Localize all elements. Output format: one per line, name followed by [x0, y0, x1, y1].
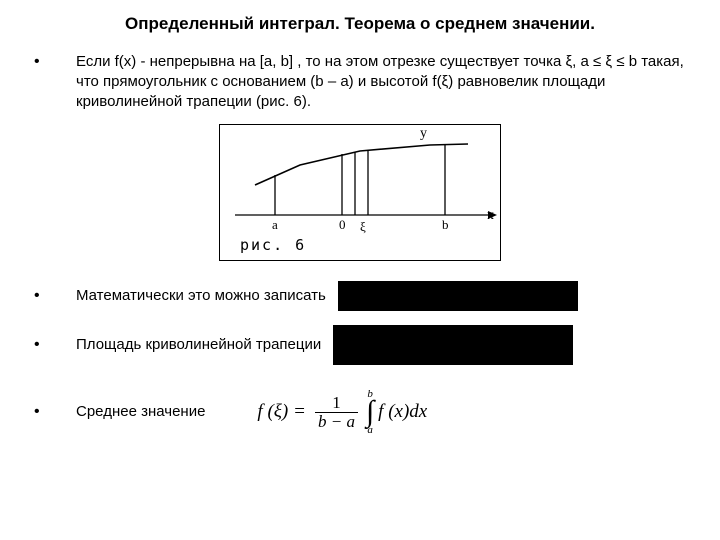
formula-lhs: f (ξ) — [257, 401, 288, 423]
frac-num: 1 — [329, 394, 344, 412]
svg-text:x: x — [487, 208, 494, 223]
formula-fraction: 1 b − a — [315, 394, 358, 431]
bullet-row-3: • Площадь криволинейной трапеции — [34, 325, 686, 365]
svg-text:a: a — [272, 217, 278, 232]
int-lower: a — [367, 425, 373, 435]
bullet-text-1: Если f(x) - непрерывна на [a, b] , то на… — [76, 52, 686, 112]
int-symbol: ∫ — [366, 399, 374, 425]
mean-value-formula: f (ξ) = 1 b − a b ∫ a f (x)dx — [257, 389, 427, 435]
figure-6: y x a 0ξ b рис. 6 — [219, 124, 501, 261]
formula-eq: = — [294, 401, 305, 423]
bullet-dot: • — [34, 52, 76, 72]
bullet-row-4: • Среднее значение f (ξ) = 1 b − a b ∫ a… — [34, 389, 686, 435]
svg-text:0: 0 — [339, 217, 346, 232]
bullet-text-4: Среднее значение — [76, 402, 205, 422]
svg-text:ξ: ξ — [360, 219, 366, 234]
frac-den: b − a — [315, 413, 358, 431]
bullet-dot: • — [34, 402, 76, 422]
slide-page: Определенный интеграл. Теорема о среднем… — [0, 0, 720, 435]
page-title: Определенный интеграл. Теорема о среднем… — [34, 14, 686, 34]
bullet-text-3: Площадь криволинейной трапеции — [76, 335, 321, 355]
figure-container: y x a 0ξ b рис. 6 — [34, 124, 686, 261]
bullet-row-2: • Математически это можно записать — [34, 281, 686, 311]
svg-text:рис. 6: рис. 6 — [240, 236, 306, 254]
formula-blackbox-2 — [333, 325, 573, 365]
formula-integral: b ∫ a — [366, 389, 374, 435]
bullet-text-2: Математически это можно записать — [76, 286, 326, 306]
bullet-dot: • — [34, 286, 76, 306]
bullet-row-1: • Если f(x) - непрерывна на [a, b] , то … — [34, 52, 686, 112]
figure-svg: y x a 0ξ b рис. 6 — [220, 125, 500, 255]
formula-integrand: f (x)dx — [378, 401, 427, 423]
svg-text:b: b — [442, 217, 449, 232]
formula-blackbox-1 — [338, 281, 578, 311]
bullet-dot: • — [34, 335, 76, 355]
svg-text:y: y — [420, 126, 427, 141]
